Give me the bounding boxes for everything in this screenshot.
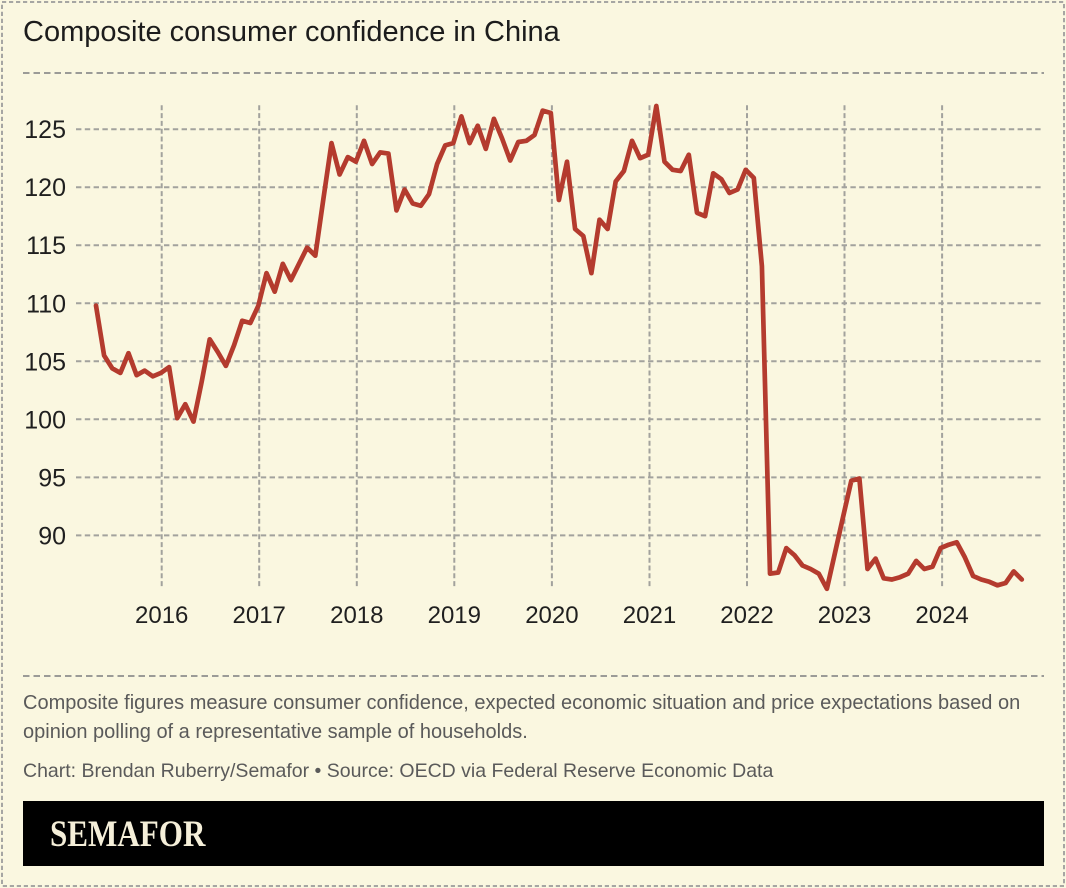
svg-text:2024: 2024	[915, 602, 968, 629]
svg-text:2017: 2017	[233, 602, 286, 629]
svg-text:95: 95	[38, 464, 66, 492]
svg-text:115: 115	[26, 232, 66, 260]
svg-text:90: 90	[38, 522, 66, 550]
svg-text:2022: 2022	[720, 602, 773, 629]
svg-text:2023: 2023	[818, 602, 871, 629]
svg-text:2018: 2018	[330, 602, 383, 629]
svg-text:110: 110	[26, 290, 66, 318]
svg-text:2020: 2020	[525, 602, 578, 629]
svg-text:100: 100	[24, 406, 66, 434]
svg-text:125: 125	[24, 116, 66, 144]
svg-text:105: 105	[24, 348, 66, 376]
svg-text:120: 120	[24, 174, 66, 202]
svg-text:2019: 2019	[428, 602, 481, 629]
svg-text:2016: 2016	[135, 602, 188, 629]
svg-text:2021: 2021	[623, 602, 676, 629]
